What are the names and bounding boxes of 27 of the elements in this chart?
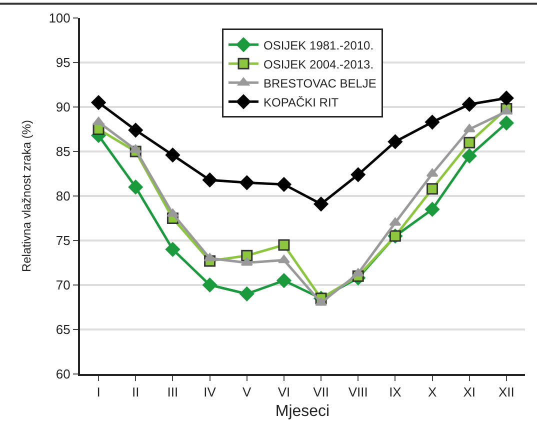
- x-tick-label: III: [167, 384, 178, 400]
- x-axis-title: Mjeseci: [275, 402, 330, 420]
- y-tick-label: 75: [56, 233, 70, 248]
- x-tick-label: II: [132, 384, 140, 400]
- legend-label: OSIJEK 1981.-2010.: [264, 38, 374, 52]
- x-tick-label: IX: [389, 384, 402, 400]
- x-tick-label: IV: [204, 384, 216, 400]
- y-axis-title: Relativna vlažnost zraka (%): [19, 120, 34, 272]
- y-tick-label: 95: [56, 55, 70, 70]
- x-tick-label: X: [428, 384, 437, 400]
- x-tick-label: XI: [463, 384, 476, 400]
- y-tick-label: 90: [56, 100, 70, 115]
- y-tick-label: 100: [48, 10, 70, 26]
- x-tick-label: VIII: [348, 384, 368, 400]
- legend-label: BRESTOVAC BELJE: [264, 76, 376, 90]
- x-tick-label: VII: [313, 384, 329, 400]
- y-tick-label: 65: [56, 322, 70, 338]
- x-tick-label: XII: [498, 384, 514, 400]
- y-tick-label: 60: [56, 366, 70, 382]
- x-tick-label: I: [96, 384, 100, 400]
- x-tick-label: V: [242, 384, 252, 400]
- x-tick-label: VI: [278, 384, 290, 400]
- legend-label: OSIJEK 2004.-2013.: [264, 57, 374, 72]
- legend-label: KOPAČKI RIT: [264, 95, 340, 110]
- y-tick-label: 80: [56, 188, 70, 204]
- y-tick-label: 85: [56, 144, 70, 160]
- y-tick-label: 70: [56, 278, 70, 293]
